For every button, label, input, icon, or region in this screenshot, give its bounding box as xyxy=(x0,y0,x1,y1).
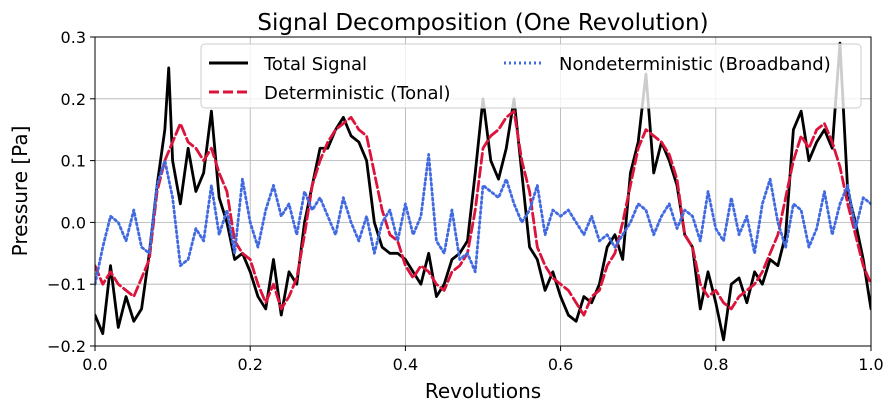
legend-label-total-signal: Total Signal xyxy=(263,54,367,75)
x-ticks: 0.0 0.2 0.4 0.6 0.8 1.0 xyxy=(82,346,884,374)
x-tick-label: 0.8 xyxy=(703,355,728,374)
y-axis-label: Pressure [Pa] xyxy=(8,126,32,257)
x-tick-label: 0.0 xyxy=(82,355,107,374)
x-tick-label: 0.2 xyxy=(237,355,262,374)
series-line-nondeterministic xyxy=(95,153,871,286)
series-line-total-signal xyxy=(95,41,871,342)
y-ticks: −0.2 −0.1 0.0 0.1 0.2 0.3 xyxy=(47,28,95,356)
x-tick-label: 0.6 xyxy=(548,355,573,374)
y-tick-label: 0.3 xyxy=(61,28,86,47)
legend-box xyxy=(200,43,862,109)
series-line-deterministic xyxy=(95,109,871,317)
legend-label-nondeterministic: Nondeterministic (Broadband) xyxy=(559,54,831,75)
x-axis-label: Revolutions xyxy=(425,379,541,403)
series-layer xyxy=(95,41,871,342)
legend: Total Signal Deterministic (Tonal) Nonde… xyxy=(200,43,862,109)
plot-frame xyxy=(94,36,872,347)
y-tick-label: 0.1 xyxy=(61,152,86,171)
y-tick-label: 0.0 xyxy=(61,213,86,232)
x-tick-label: 1.0 xyxy=(858,355,883,374)
legend-label-deterministic: Deterministic (Tonal) xyxy=(264,83,451,104)
chart-title: Signal Decomposition (One Revolution) xyxy=(257,10,708,36)
x-tick-label: 0.4 xyxy=(393,355,418,374)
y-tick-label: −0.2 xyxy=(47,337,86,356)
y-tick-label: −0.1 xyxy=(47,275,86,294)
y-tick-label: 0.2 xyxy=(61,90,86,109)
